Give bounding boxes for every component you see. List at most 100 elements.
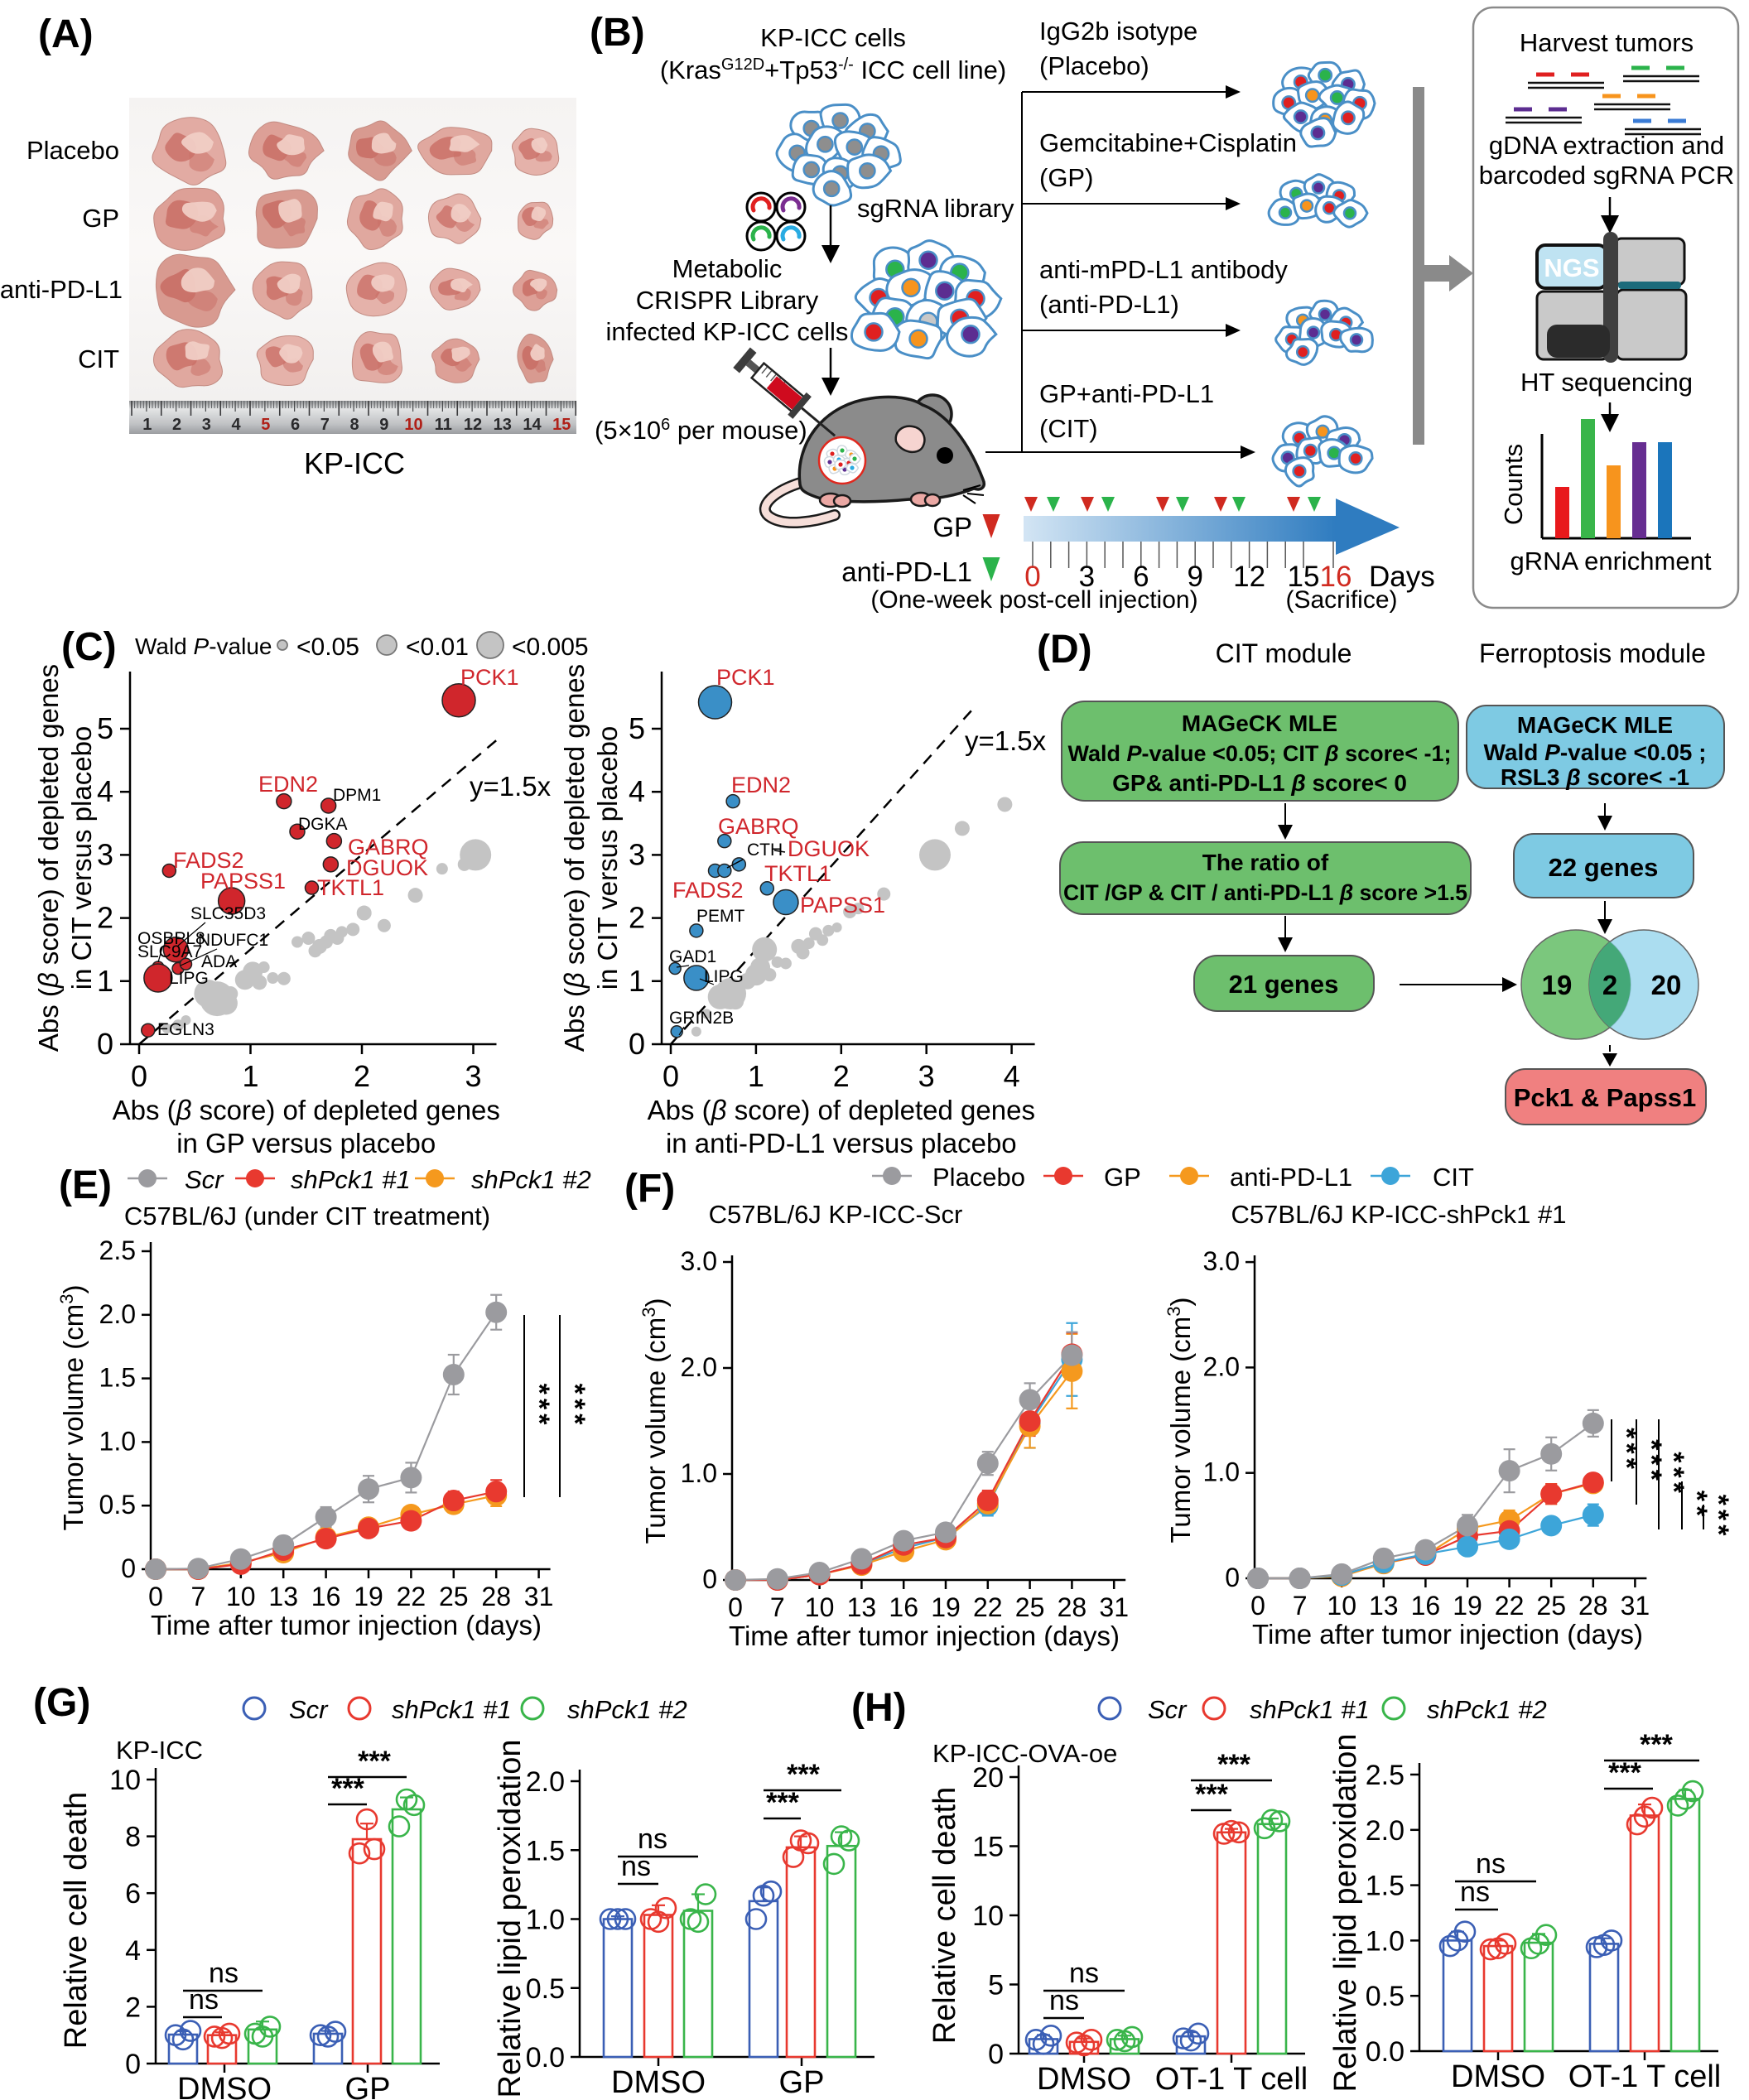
svg-text:0: 0	[1250, 1591, 1265, 1621]
svg-text:DMSO: DMSO	[1451, 2059, 1545, 2094]
svg-text:in GP versus placebo: in GP versus placebo	[176, 1128, 436, 1158]
svg-text:RSL3 β score< -1: RSL3 β score< -1	[1501, 764, 1689, 790]
svg-text:anti-mPD-L1 antibody: anti-mPD-L1 antibody	[1039, 255, 1288, 284]
svg-text:2.0: 2.0	[1203, 1351, 1240, 1381]
svg-text:gRNA enrichment: gRNA enrichment	[1510, 547, 1712, 576]
svg-text:***: ***	[1608, 1757, 1641, 1789]
svg-text:2: 2	[629, 901, 645, 935]
svg-text:7: 7	[191, 1582, 206, 1611]
svg-text:KP-ICC: KP-ICC	[304, 446, 405, 480]
svg-text:EDN2: EDN2	[258, 772, 318, 797]
svg-text:3: 3	[202, 416, 211, 434]
svg-text:1.5: 1.5	[99, 1363, 136, 1393]
svg-text:***: ***	[559, 1384, 590, 1429]
svg-text:Tumor volume (cm3): Tumor volume (cm3)	[638, 1298, 672, 1544]
svg-text:***: ***	[766, 1787, 799, 1818]
svg-text:2: 2	[1602, 970, 1617, 1000]
svg-text:(CIT): (CIT)	[1039, 414, 1098, 443]
svg-text:2: 2	[172, 416, 181, 434]
svg-text:2.0: 2.0	[681, 1352, 717, 1382]
svg-text:(E): (E)	[59, 1163, 112, 1207]
svg-text:GP& anti-PD-L1 β score< 0: GP& anti-PD-L1 β score< 0	[1112, 770, 1407, 796]
svg-text:13: 13	[847, 1592, 877, 1622]
svg-text:anti-PD-L1: anti-PD-L1	[0, 275, 123, 304]
svg-text:CIT /GP & CIT / anti-PD-L1 β s: CIT /GP & CIT / anti-PD-L1 β score >1.5	[1063, 880, 1467, 905]
svg-text:CRISPR Library: CRISPR Library	[636, 286, 819, 315]
svg-text:(B): (B)	[590, 11, 645, 55]
svg-text:***: ***	[1640, 1729, 1673, 1760]
svg-text:4: 4	[1004, 1059, 1020, 1093]
svg-text:KP-ICC-OVA-oe: KP-ICC-OVA-oe	[932, 1739, 1117, 1768]
svg-text:ns: ns	[1069, 1958, 1099, 1989]
svg-text:7: 7	[320, 416, 330, 434]
svg-text:Gemcitabine+Cisplatin: Gemcitabine+Cisplatin	[1039, 128, 1297, 157]
svg-text:Counts: Counts	[1499, 444, 1528, 525]
svg-text:SLC35D3: SLC35D3	[190, 904, 266, 923]
svg-text:MAGeCK MLE: MAGeCK MLE	[1517, 712, 1673, 738]
svg-text:31: 31	[1621, 1591, 1650, 1621]
svg-text:8: 8	[125, 1822, 141, 1853]
svg-text:GP: GP	[779, 2065, 825, 2100]
svg-text:0.0: 0.0	[1366, 2036, 1404, 2068]
svg-text:EGLN3: EGLN3	[157, 1020, 214, 1039]
svg-text:13: 13	[1369, 1591, 1399, 1621]
svg-text:Abs (β score) of depleted gene: Abs (β score) of depleted genes	[559, 664, 590, 1052]
svg-text:Scr: Scr	[185, 1165, 224, 1194]
svg-text:***: ***	[358, 1746, 391, 1777]
svg-text:LIPG: LIPG	[704, 967, 744, 986]
svg-text:3: 3	[465, 1059, 481, 1093]
svg-text:0.0: 0.0	[526, 2042, 565, 2074]
svg-text:Placebo: Placebo	[932, 1163, 1025, 1192]
svg-text:<0.05: <0.05	[296, 633, 359, 661]
svg-text:shPck1 #2: shPck1 #2	[567, 1695, 687, 1724]
svg-text:0: 0	[148, 1582, 163, 1611]
svg-text:anti-PD-L1: anti-PD-L1	[1230, 1163, 1352, 1192]
svg-text:ns: ns	[189, 1984, 219, 2016]
svg-text:12: 12	[464, 416, 482, 434]
svg-text:DPM1: DPM1	[333, 786, 381, 805]
svg-text:4: 4	[629, 774, 645, 808]
svg-text:barcoded sgRNA PCR: barcoded sgRNA PCR	[1479, 161, 1734, 190]
svg-text:0: 0	[662, 1059, 679, 1093]
svg-text:ns: ns	[209, 1958, 238, 1989]
svg-text:GRIN2B: GRIN2B	[669, 1009, 734, 1028]
svg-text:19: 19	[1542, 970, 1573, 1000]
svg-text:Pck1 & Papss1: Pck1 & Papss1	[1514, 1083, 1697, 1112]
svg-text:3: 3	[918, 1059, 935, 1093]
svg-text:2: 2	[97, 901, 113, 935]
svg-text:15: 15	[1288, 561, 1320, 593]
svg-text:0.5: 0.5	[1366, 1981, 1404, 2012]
svg-text:shPck1 #2: shPck1 #2	[1427, 1695, 1547, 1724]
svg-text:10: 10	[805, 1592, 835, 1622]
svg-text:CIT: CIT	[1433, 1163, 1474, 1192]
svg-text:10: 10	[972, 1900, 1004, 1932]
svg-text:GP+anti-PD-L1: GP+anti-PD-L1	[1039, 379, 1214, 408]
svg-text:PCK1: PCK1	[716, 665, 775, 690]
svg-text:11: 11	[435, 416, 452, 434]
svg-text:0: 0	[131, 1059, 147, 1093]
svg-text:Placebo: Placebo	[26, 136, 119, 165]
svg-text:GAD1: GAD1	[669, 947, 716, 966]
svg-text:GP: GP	[345, 2072, 391, 2100]
svg-text:1: 1	[748, 1059, 764, 1093]
svg-text:21 genes: 21 genes	[1229, 970, 1339, 999]
svg-text:***: ***	[1703, 1495, 1734, 1540]
svg-text:2: 2	[833, 1059, 850, 1093]
svg-text:1.0: 1.0	[526, 1905, 565, 1936]
svg-text:2.0: 2.0	[526, 1766, 565, 1798]
svg-text:22: 22	[973, 1592, 1003, 1622]
svg-text:PCK1: PCK1	[460, 665, 519, 690]
svg-text:Abs (β score) of depleted gene: Abs (β score) of depleted genes	[113, 1095, 500, 1125]
svg-text:GP: GP	[82, 204, 119, 233]
svg-text:ns: ns	[621, 1851, 651, 1882]
svg-text:0: 0	[121, 1553, 136, 1583]
svg-text:3: 3	[97, 837, 113, 871]
svg-text:ns: ns	[638, 1823, 667, 1855]
svg-text:y=1.5x: y=1.5x	[965, 725, 1047, 756]
svg-text:GABRQ: GABRQ	[348, 835, 429, 860]
svg-text:3.0: 3.0	[1203, 1246, 1240, 1276]
svg-text:Relative lipid peroxidation: Relative lipid peroxidation	[493, 1739, 528, 2098]
svg-text:in CIT versus placebo: in CIT versus placebo	[592, 726, 623, 990]
svg-text:0.5: 0.5	[99, 1490, 136, 1520]
svg-text:13: 13	[268, 1582, 298, 1611]
